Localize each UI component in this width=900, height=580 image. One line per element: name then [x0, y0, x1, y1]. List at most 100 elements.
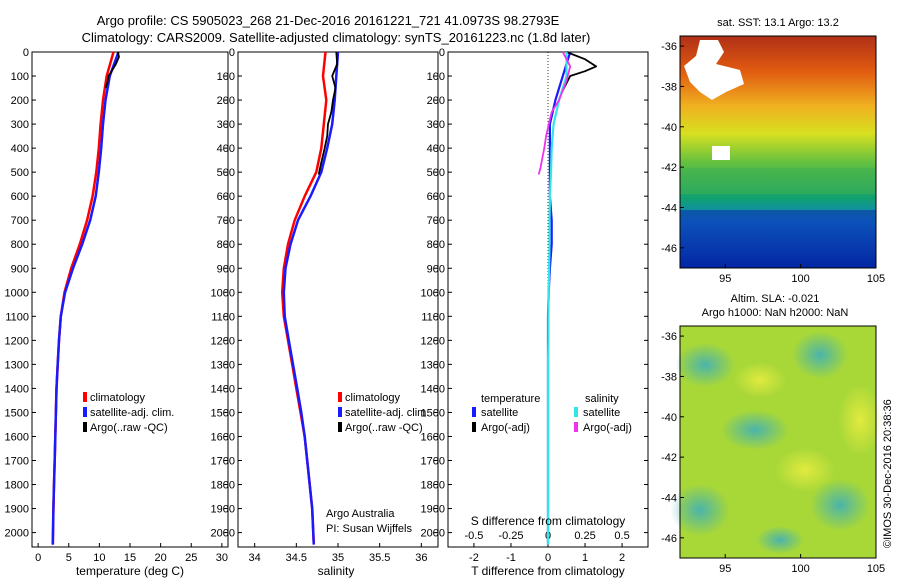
- series-line-salinity-argo-adj: [537, 51, 572, 175]
- depth-tick-label: 1600: [421, 431, 445, 443]
- legend-swatch-temp-argo: [472, 422, 476, 432]
- depth-tick-label: 700: [217, 215, 235, 227]
- map-y-tick-label: -40: [661, 412, 677, 424]
- legend-swatch-sal-satellite: [574, 407, 578, 417]
- x-tick-label: 15: [124, 552, 136, 564]
- x-tick-label: 20: [155, 552, 167, 564]
- depth-tick-label: 300: [11, 119, 29, 131]
- map-y-tick-label: -36: [661, 331, 677, 343]
- sst-map-title: sat. SST: 13.1 Argo: 13.2: [717, 17, 839, 29]
- depth-tick-label: 1500: [5, 407, 29, 419]
- depth-tick-label: 300: [217, 119, 235, 131]
- depth-tick-label: 800: [427, 239, 445, 251]
- depth-tick-label: 0: [23, 47, 29, 59]
- depth-tick-label: 1000: [421, 287, 445, 299]
- x-tick-label: 30: [216, 552, 228, 564]
- depth-tick-label: 600: [427, 191, 445, 203]
- depth-tick-label: 900: [11, 263, 29, 275]
- legend-label-argo-raw: Argo(..raw -QC): [90, 422, 168, 434]
- x-top-tick-label: 0.5: [614, 530, 629, 542]
- series-line-climatology: [280, 51, 328, 545]
- legend-label-satellite-adj: satellite-adj. clim.: [90, 407, 174, 419]
- sst-map-panel: sat. SST: 13.1 Argo: 13.2 95 100 105 -36 -38…: [661, 17, 885, 285]
- map-x-tick-label: 100: [791, 563, 809, 575]
- legend-swatch-climatology: [83, 392, 87, 402]
- depth-tick-label: 100: [217, 71, 235, 83]
- depth-tick-label: 500: [11, 167, 29, 179]
- legend-swatch-satellite-adj: [83, 407, 87, 417]
- depth-tick-label: 1300: [421, 359, 445, 371]
- map-y-tick-label: -46: [661, 243, 677, 255]
- series-line-satellite-adj-clim: [282, 51, 340, 545]
- series-line-salinity-satellite: [546, 52, 568, 545]
- legend-swatch-argo-raw: [83, 422, 87, 432]
- legend-label-satellite-adj-2: satellite-adj. clim.: [345, 407, 429, 419]
- temperature-xlabel: temperature (deg C): [76, 564, 184, 578]
- depth-tick-label: 500: [427, 167, 445, 179]
- x-tick-label: 0: [35, 552, 41, 564]
- legend-swatch-satellite-adj-2: [338, 407, 342, 417]
- depth-tick-label: 100: [427, 71, 445, 83]
- depth-tick-label: 1200: [421, 335, 445, 347]
- map-x-tick-label: 105: [867, 273, 885, 285]
- depth-tick-label: 200: [11, 95, 29, 107]
- legend-swatch-temp-satellite: [472, 407, 476, 417]
- depth-tick-label: 1700: [5, 455, 29, 467]
- legend-label-climatology: climatology: [90, 392, 146, 404]
- depth-tick-label: 2000: [421, 528, 445, 540]
- x-tick-label: 10: [93, 552, 105, 564]
- legend-swatch-climatology-2: [338, 392, 342, 402]
- sst-land-patch: [712, 146, 730, 160]
- x-tick-label: 35: [332, 552, 344, 564]
- x-tick-label: 25: [185, 552, 197, 564]
- t-difference-xlabel: T difference from climatology: [471, 564, 625, 578]
- depth-tick-label: 700: [427, 215, 445, 227]
- x-tick-label: 34: [249, 552, 261, 564]
- difference-panel: 0100200300400500600700800900100011001200…: [421, 47, 649, 578]
- sla-blob: [721, 410, 789, 450]
- map-y-tick-label: -42: [661, 162, 677, 174]
- depth-tick-label: 800: [11, 239, 29, 251]
- sla-map-panel: Altim. SLA: -0.021 Argo h1000: NaN h2000…: [661, 293, 885, 575]
- depth-tick-label: 1100: [211, 311, 235, 323]
- s-difference-title: S difference from climatology: [471, 514, 626, 528]
- legend-label-temp-satellite: satellite: [481, 407, 518, 419]
- depth-tick-label: 1800: [5, 480, 29, 492]
- map-y-tick-label: -40: [661, 122, 677, 134]
- map-x-tick-label: 105: [867, 563, 885, 575]
- map-x-tick-label: 95: [719, 273, 731, 285]
- sst-cold-band: [680, 210, 876, 268]
- x-tick-label: 0: [545, 552, 551, 564]
- x-top-tick-label: 0.25: [574, 530, 595, 542]
- map-y-tick-label: -46: [661, 533, 677, 545]
- x-top-tick-label: -0.25: [498, 530, 523, 542]
- salinity-xlabel: salinity: [318, 564, 355, 578]
- map-x-tick-label: 95: [719, 563, 731, 575]
- timestamp-label: ©IMOS 30-Dec-2016 20:38:36: [882, 399, 894, 548]
- depth-tick-label: 400: [217, 143, 235, 155]
- legend-header-salinity: salinity: [585, 393, 619, 405]
- depth-tick-label: 1500: [421, 407, 445, 419]
- depth-tick-label: 1400: [211, 383, 235, 395]
- sst-land-mask: [684, 40, 744, 100]
- legend-label-climatology-2: climatology: [345, 392, 401, 404]
- depth-tick-label: 1300: [5, 359, 29, 371]
- depth-tick-label: 800: [217, 239, 235, 251]
- header-line-2: Climatology: CARS2009. Satellite-adjuste…: [82, 30, 591, 45]
- credit-line-2: PI: Susan Wijffels: [326, 523, 412, 535]
- depth-tick-label: 100: [11, 71, 29, 83]
- temperature-panel: 0100200300400500600700800900100011001200…: [5, 47, 229, 578]
- map-y-tick-label: -36: [661, 41, 677, 53]
- sst-green-band: [680, 168, 876, 194]
- x-top-tick-label: -0.5: [464, 530, 483, 542]
- depth-tick-label: 0: [439, 47, 445, 59]
- depth-tick-label: 1600: [211, 431, 235, 443]
- x-tick-label: 2: [619, 552, 625, 564]
- depth-tick-label: 900: [427, 263, 445, 275]
- depth-tick-label: 1900: [211, 504, 235, 516]
- series-line-argo-raw-qc: [104, 51, 120, 89]
- depth-tick-label: 1600: [5, 431, 29, 443]
- sst-map-frame: [679, 35, 877, 269]
- legend-label-sal-satellite: satellite: [583, 407, 620, 419]
- depth-tick-label: 200: [217, 95, 235, 107]
